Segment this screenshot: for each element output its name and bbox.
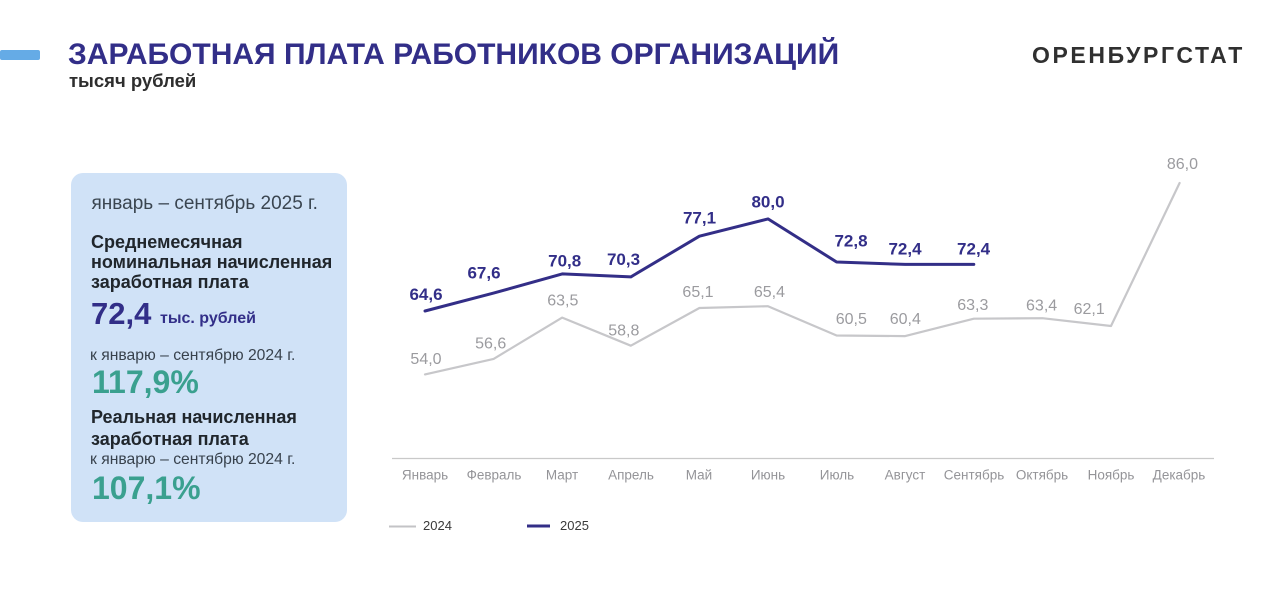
svg-text:Май: Май [686, 468, 712, 483]
svg-text:Август: Август [885, 468, 926, 483]
svg-text:2025: 2025 [560, 518, 589, 533]
svg-text:Январь: Январь [402, 468, 448, 483]
svg-text:67,6: 67,6 [467, 264, 500, 283]
svg-text:72,8: 72,8 [834, 232, 867, 251]
svg-text:Ноябрь: Ноябрь [1088, 468, 1135, 483]
svg-text:Февраль: Февраль [467, 468, 522, 483]
svg-text:86,0: 86,0 [1167, 156, 1198, 173]
svg-text:60,4: 60,4 [890, 311, 921, 328]
svg-text:58,8: 58,8 [608, 323, 639, 340]
svg-text:Октябрь: Октябрь [1016, 468, 1068, 483]
svg-text:70,3: 70,3 [607, 250, 640, 269]
svg-text:2024: 2024 [423, 518, 452, 533]
svg-text:60,5: 60,5 [836, 311, 867, 328]
svg-text:Декабрь: Декабрь [1153, 468, 1206, 483]
svg-text:65,1: 65,1 [682, 284, 713, 301]
svg-text:72,4: 72,4 [957, 240, 991, 259]
svg-text:Март: Март [546, 468, 578, 483]
svg-text:64,6: 64,6 [409, 285, 442, 304]
svg-text:70,8: 70,8 [548, 252, 581, 271]
svg-text:80,0: 80,0 [751, 193, 784, 212]
svg-text:54,0: 54,0 [410, 351, 441, 368]
svg-text:63,3: 63,3 [957, 297, 988, 314]
svg-text:56,6: 56,6 [475, 336, 506, 353]
svg-text:62,1: 62,1 [1074, 301, 1105, 318]
svg-text:Апрель: Апрель [608, 468, 654, 483]
svg-text:63,4: 63,4 [1026, 298, 1057, 315]
svg-text:63,5: 63,5 [547, 293, 578, 310]
svg-text:65,4: 65,4 [754, 284, 785, 301]
svg-text:Сентябрь: Сентябрь [944, 468, 1004, 483]
svg-text:Июль: Июль [820, 468, 854, 483]
svg-text:77,1: 77,1 [683, 209, 716, 228]
svg-text:Июнь: Июнь [751, 468, 785, 483]
svg-text:72,4: 72,4 [888, 240, 922, 259]
